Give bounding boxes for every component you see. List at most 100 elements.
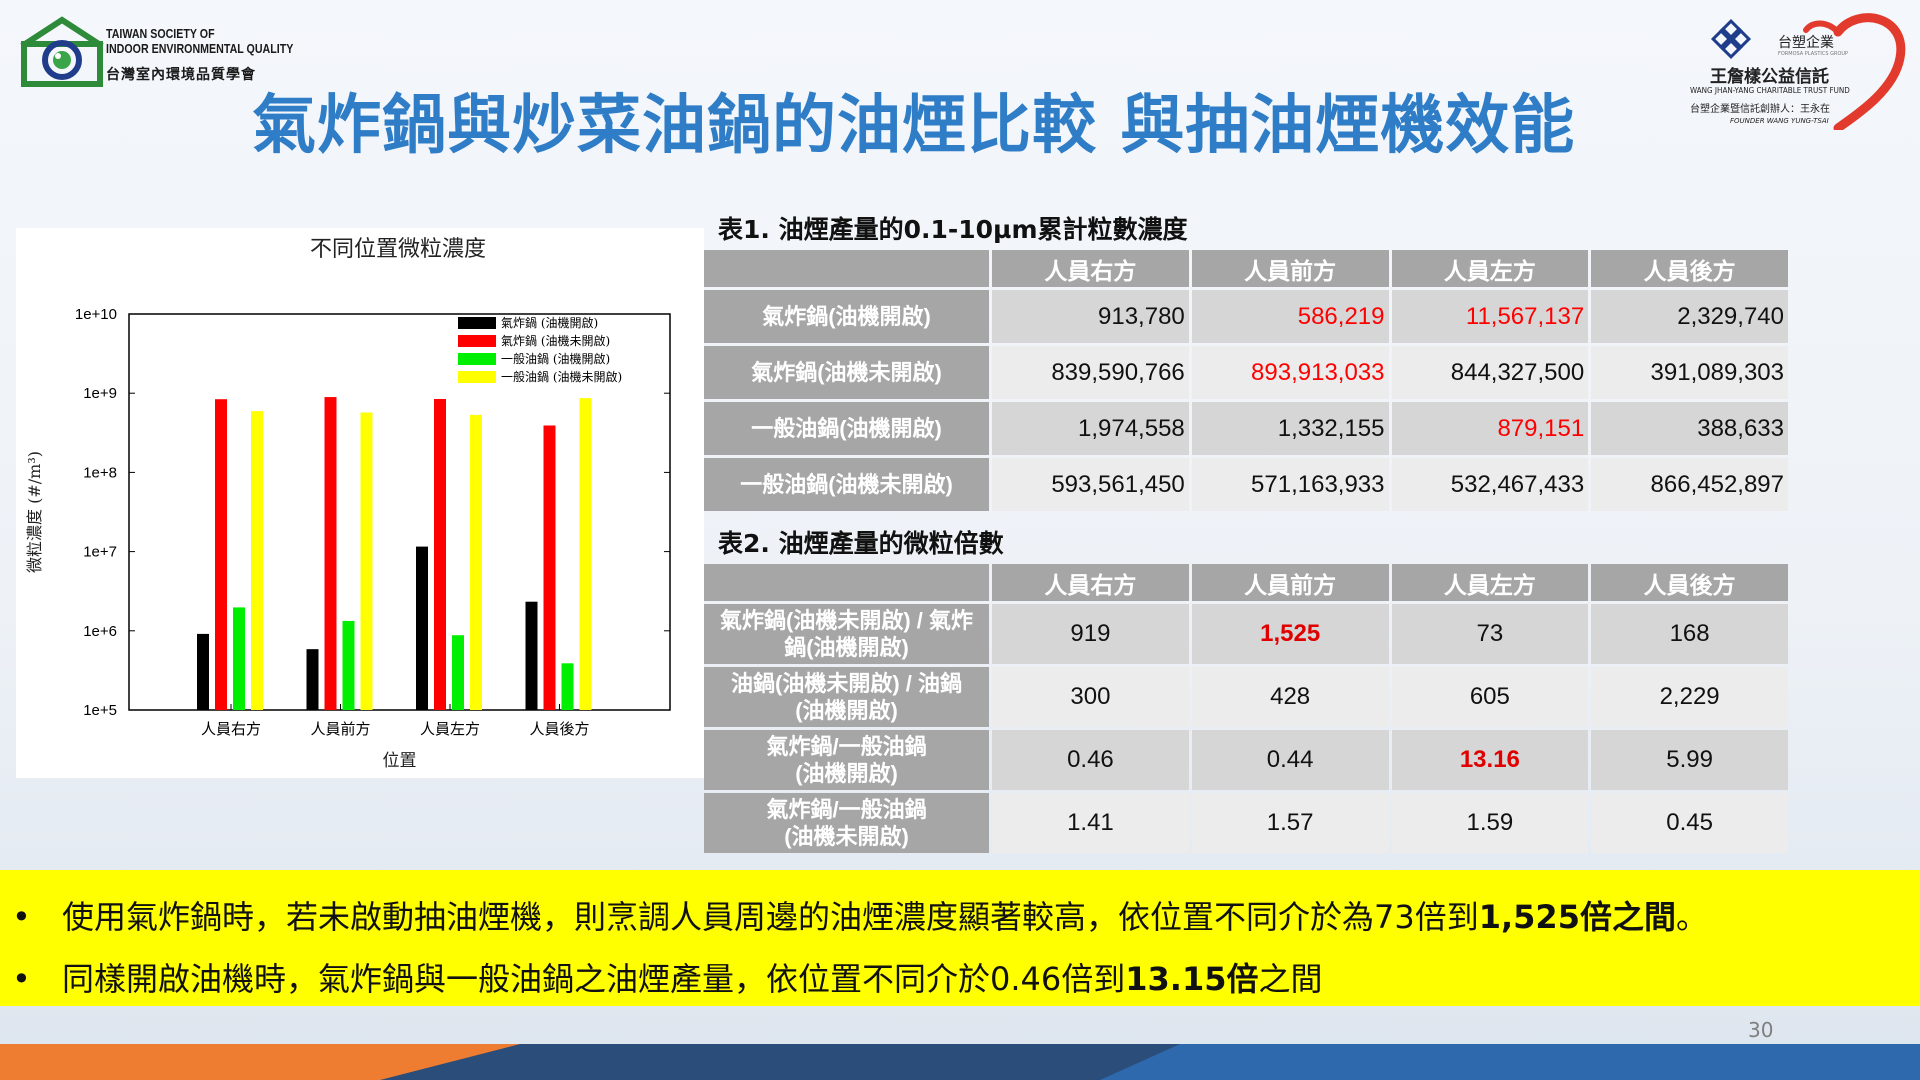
table1-col-header: 人員後方: [1591, 250, 1788, 287]
table1-col-header: 人員前方: [1191, 250, 1389, 287]
table2-cell: 1.59: [1391, 793, 1589, 853]
y-tick-label: 1e+10: [75, 306, 117, 323]
row-label-line: 氣炸鍋/一般油鍋: [766, 734, 927, 759]
bar-2-3: [470, 414, 482, 710]
bar-1-1: [324, 397, 337, 710]
table2-col-header: 人員後方: [1591, 564, 1788, 601]
bar-1-3: [360, 412, 373, 710]
table1-caption: 表1. 油煙產量的0.1-10µm累計粒數濃度: [718, 215, 1188, 244]
table1-row: 氣炸鍋(油機未開啟) 839,590,766 893,913,033 844,327,…: [704, 346, 1788, 399]
table2-header-row: 人員右方 人員前方 人員左方 人員後方: [704, 564, 1788, 601]
bullet-1-text: 使用氣炸鍋時，若未啟動抽油煙機，則烹調人員周邊的油煙濃度顯著較高，依位置不同介於…: [62, 898, 1479, 936]
table1-row: 一般油鍋(油機未開啟) 593,561,450 571,163,933 532,467…: [704, 458, 1788, 511]
table2-row-label: 氣炸鍋(油機未開啟) / 氣炸 鍋(油機開啟): [704, 604, 990, 664]
footer-stripe: [0, 1044, 1920, 1080]
table1-col-header: 人員左方: [1391, 250, 1589, 287]
trust-fund-name-en: WANG JHAN-YANG CHARITABLE TRUST FUND: [1690, 86, 1850, 95]
table2: 人員右方 人員前方 人員左方 人員後方 氣炸鍋(油機未開啟) / 氣炸 鍋(油機開啟) 91…: [701, 561, 1791, 856]
table2-caption: 表2. 油煙產量的微粒倍數: [718, 529, 1004, 558]
bar-2-1: [434, 399, 446, 710]
particle-chart: 不同位置微粒濃度 1e+5 1e+6 1e+7 1e+8 1e+9 1e+10 微粒濃度 (#…: [25, 237, 671, 771]
row-label-line: (油機開啟): [795, 761, 898, 786]
bullet-dot: •: [12, 960, 31, 998]
table2-row: 氣炸鍋/一般油鍋 (油機開啟) 0.46 0.44 13.16 5.99: [704, 730, 1788, 790]
table2-cell: 2,229: [1591, 667, 1788, 727]
table2-cell: 5.99: [1591, 730, 1788, 790]
table2-col-header: [704, 564, 990, 601]
bullet-1-end: 。: [1675, 898, 1708, 936]
table2-row: 氣炸鍋(油機未開啟) / 氣炸 鍋(油機開啟) 919 1,525 73 168: [704, 604, 1788, 664]
table1-row-label: 一般油鍋(油機開啟): [704, 402, 990, 455]
table1-col-header: 人員右方: [992, 250, 1189, 287]
row-label-line: (油機未開啟): [784, 824, 909, 849]
table2-row: 油鍋(油機未開啟) / 油鍋 (油機開啟) 300 428 605 2,229: [704, 667, 1788, 727]
bullet-2-text: 同樣開啟油機時，氣炸鍋與一般油鍋之油煙產量，依位置不同介於0.46倍到: [62, 960, 1126, 998]
page-title: 氣炸鍋與炒菜油鍋的油煙比較 與抽油煙機效能: [252, 89, 1576, 163]
x-tick-label: 人員前方: [310, 720, 370, 738]
table1-cell: 2,329,740: [1591, 290, 1788, 343]
table2-col-header: 人員右方: [992, 564, 1189, 601]
table2-cell: 428: [1191, 667, 1389, 727]
bar-2-0: [416, 546, 428, 710]
row-label-line: 氣炸鍋/一般油鍋: [766, 797, 927, 822]
table1-row-label: 一般油鍋(油機未開啟): [704, 458, 990, 511]
table1-cell: 593,561,450: [992, 458, 1189, 511]
bar-3-2: [561, 663, 574, 710]
society-logo-icon: [20, 16, 104, 87]
bar-3-3: [579, 398, 592, 710]
table1-row: 一般油鍋(油機開啟) 1,974,558 1,332,155 879,151 388,6…: [704, 402, 1788, 455]
bullet-dot: •: [12, 898, 31, 936]
table2-cell: 1.41: [992, 793, 1189, 853]
bar-1-2: [342, 620, 355, 710]
table1-cell: 586,219: [1191, 290, 1389, 343]
table1-row-label: 氣炸鍋(油機未開啟): [704, 346, 990, 399]
table2-cell: 13.16: [1391, 730, 1589, 790]
y-tick-label: 1e+7: [83, 544, 117, 561]
table1-cell: 839,590,766: [992, 346, 1189, 399]
legend-label: 氣炸鍋 (油機未開啟): [501, 333, 610, 348]
table2-cell: 0.45: [1591, 793, 1788, 853]
trust-fund-logo: 台塑企業 FORMOSA PLASTICS GROUP 王詹樣公益信託 WANG…: [1688, 10, 1908, 130]
brand-name-en: FORMOSA PLASTICS GROUP: [1778, 51, 1849, 57]
table1-cell: 571,163,933: [1191, 458, 1389, 511]
trust-fund-name: 王詹樣公益信託: [1710, 67, 1829, 87]
table1-cell: 532,467,433: [1391, 458, 1589, 511]
y-tick-label: 1e+6: [83, 623, 117, 640]
bullet-2-bold: 13.15倍: [1125, 960, 1259, 998]
x-axis-label: 位置: [383, 751, 417, 771]
table1-cell: 391,089,303: [1591, 346, 1788, 399]
table2-cell: 168: [1591, 604, 1788, 664]
row-label-line: 氣炸鍋(油機未開啟) / 氣炸: [720, 608, 974, 633]
table2-row-label: 氣炸鍋/一般油鍋 (油機開啟): [704, 730, 990, 790]
y-tick-label: 1e+5: [83, 702, 117, 719]
bar-1-0: [306, 649, 319, 710]
x-tick-label: 人員右方: [201, 720, 261, 738]
table1-cell: 1,332,155: [1191, 402, 1389, 455]
chart-panel: 不同位置微粒濃度 1e+5 1e+6 1e+7 1e+8 1e+9 1e+10 微粒濃度 (#…: [16, 228, 704, 778]
society-name-en: TAIWAN SOCIETY OF INDOOR ENVIRONMENTAL Q…: [106, 26, 294, 56]
table2-col-header: 人員前方: [1191, 564, 1389, 601]
bullet-2: • 同樣開啟油機時，氣炸鍋與一般油鍋之油煙產量，依位置不同介於0.46倍到13.1…: [12, 954, 1323, 1000]
row-label-line: 油鍋(油機未開啟) / 油鍋: [731, 671, 963, 696]
table2-cell: 0.44: [1191, 730, 1389, 790]
table1-cell: 844,327,500: [1391, 346, 1589, 399]
y-tick-label: 1e+8: [83, 464, 117, 481]
founder-line: 台塑企業暨信託創辦人：王永在: [1690, 104, 1830, 115]
bar-0-0: [197, 633, 209, 710]
table1-col-header: [704, 250, 990, 287]
legend-label: 一般油鍋 (油機開啟): [501, 351, 610, 366]
table2-cell: 300: [992, 667, 1189, 727]
table2-row-label: 氣炸鍋/一般油鍋 (油機未開啟): [704, 793, 990, 853]
legend-swatch: [458, 335, 496, 347]
table1-cell: 893,913,033: [1191, 346, 1389, 399]
bar-3-1: [543, 425, 556, 710]
legend-swatch: [458, 353, 496, 365]
page-number: 30: [1748, 1018, 1774, 1042]
bullet-2-end: 之間: [1258, 960, 1323, 998]
summary-band: • 使用氣炸鍋時，若未啟動抽油煙機，則烹調人員周邊的油煙濃度顯著較高，依位置不同介…: [0, 870, 1920, 1006]
bullet-1: • 使用氣炸鍋時，若未啟動抽油煙機，則烹調人員周邊的油煙濃度顯著較高，依位置不同介…: [12, 892, 1708, 938]
table1: 人員右方 人員前方 人員左方 人員後方 氣炸鍋(油機開啟) 913,780 586,219 1…: [701, 247, 1791, 514]
bar-3-0: [525, 601, 538, 710]
founder-line-en: FOUNDER WANG YUNG-TSAI: [1730, 117, 1829, 125]
legend-label: 一般油鍋 (油機未開啟): [501, 369, 622, 384]
